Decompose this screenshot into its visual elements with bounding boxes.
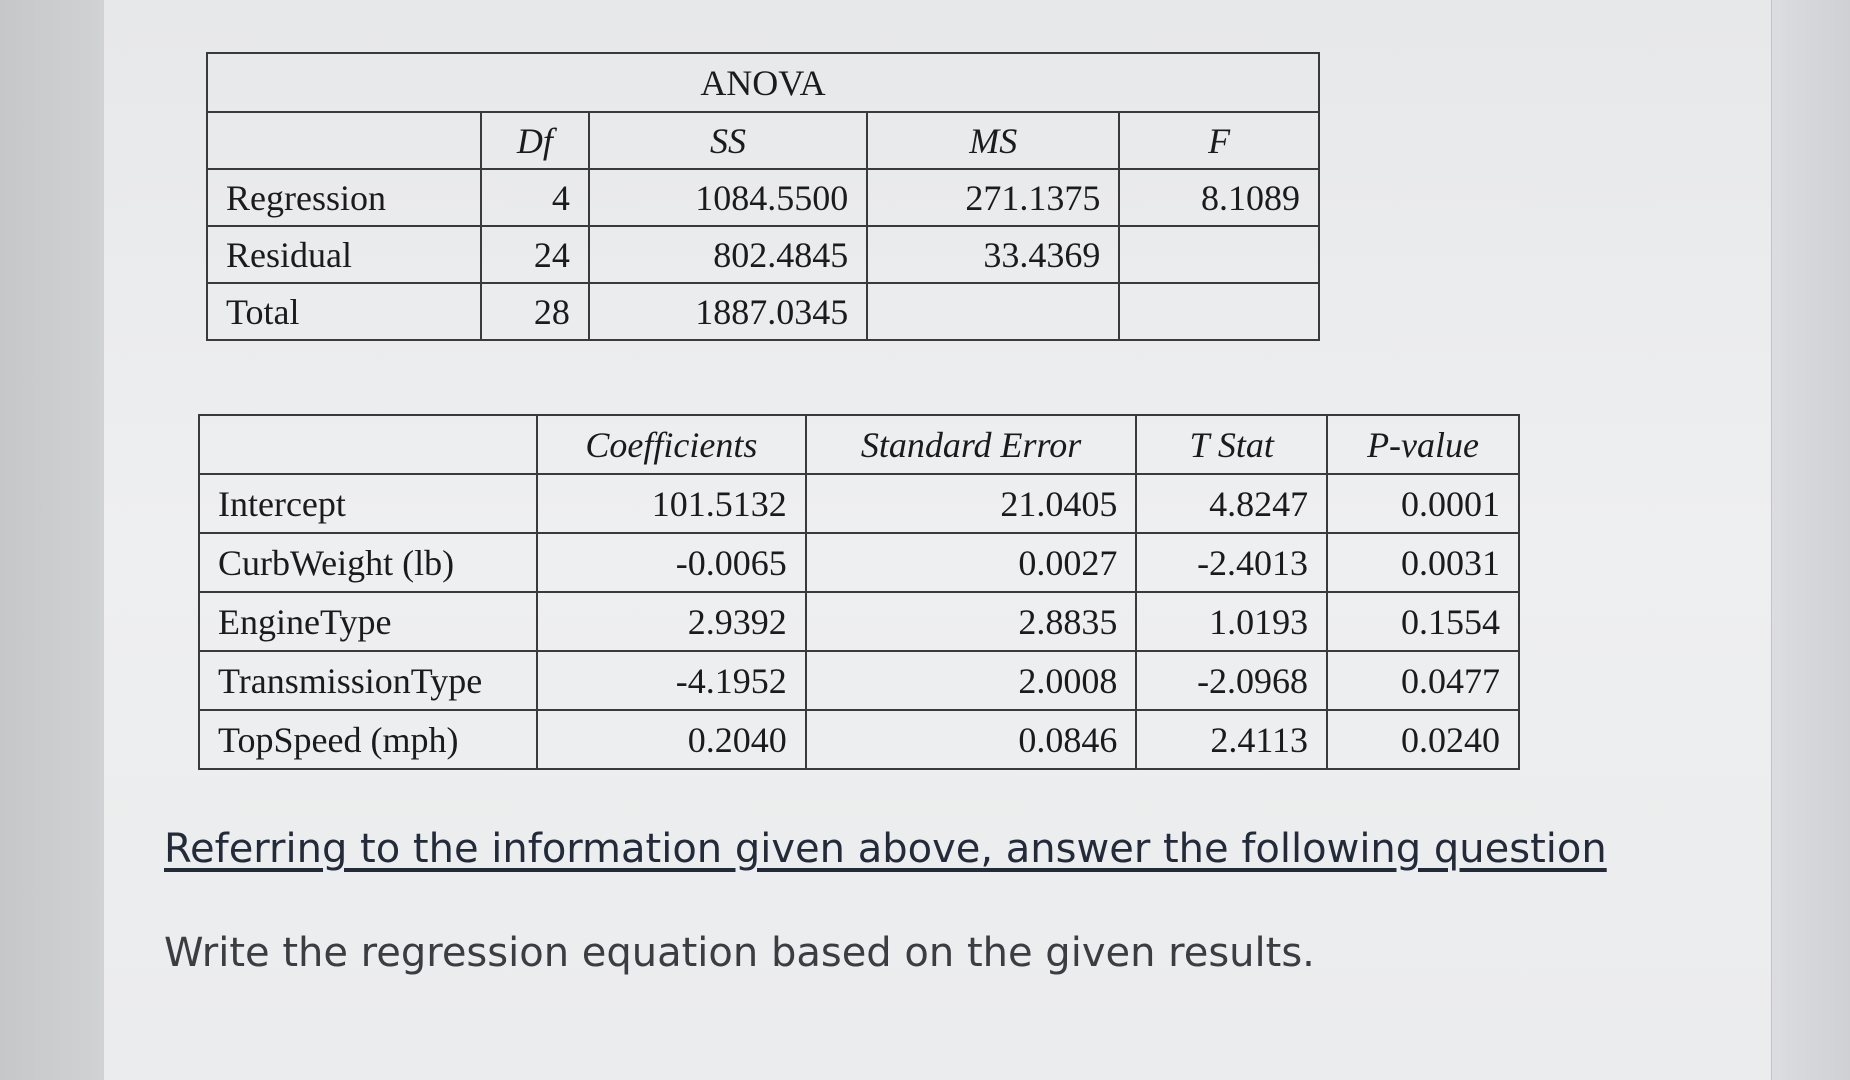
coefficient-cell: 101.5132 <box>536 473 807 534</box>
df-cell: 28 <box>480 282 590 341</box>
anova-header-ms: MS <box>866 111 1121 170</box>
coefficient-cell: 2.9392 <box>536 591 807 652</box>
t-stat-cell: -2.4013 <box>1135 532 1329 593</box>
table-row: CurbWeight (lb) -0.0065 0.0027 -2.4013 0… <box>198 532 1520 593</box>
ms-cell: 33.4369 <box>866 225 1121 284</box>
p-value-cell: 0.0001 <box>1326 473 1520 534</box>
coefficient-cell: 0.2040 <box>536 709 807 770</box>
table-row: EngineType 2.9392 2.8835 1.0193 0.1554 <box>198 591 1520 652</box>
ms-cell <box>866 282 1121 341</box>
anova-header-row: Df SS MS F <box>206 111 1320 170</box>
p-value-cell: 0.0031 <box>1326 532 1520 593</box>
row-label: Total <box>206 282 482 341</box>
ss-cell: 802.4845 <box>587 225 869 284</box>
coef-header-standard-error: Standard Error <box>804 414 1138 475</box>
monitor-left-edge <box>0 0 123 1080</box>
table-row: TransmissionType -4.1952 2.0008 -2.0968 … <box>198 650 1520 711</box>
ss-cell: 1887.0345 <box>587 282 869 341</box>
t-stat-cell: 4.8247 <box>1135 473 1329 534</box>
coefficients-header-row: Coefficients Standard Error T Stat P-val… <box>198 414 1520 475</box>
anova-title: ANOVA <box>206 52 1320 113</box>
variable-label: CurbWeight (lb) <box>198 532 538 593</box>
ms-cell: 271.1375 <box>866 168 1121 227</box>
coef-header-empty <box>198 414 538 475</box>
anova-header-empty <box>206 111 482 170</box>
variable-label: EngineType <box>198 591 538 652</box>
std-error-cell: 21.0405 <box>804 473 1138 534</box>
variable-label: TransmissionType <box>198 650 538 711</box>
coefficient-cell: -0.0065 <box>536 532 807 593</box>
coef-header-t-stat: T Stat <box>1135 414 1329 475</box>
anova-table: ANOVA Df SS MS F Regression 4 1084.5500 … <box>206 52 1320 341</box>
monitor-right-edge <box>1771 0 1850 1080</box>
p-value-cell: 0.0240 <box>1326 709 1520 770</box>
std-error-cell: 2.0008 <box>804 650 1138 711</box>
p-value-cell: 0.1554 <box>1326 591 1520 652</box>
df-cell: 24 <box>480 225 590 284</box>
anova-header-f: F <box>1118 111 1320 170</box>
ss-cell: 1084.5500 <box>587 168 869 227</box>
df-cell: 4 <box>480 168 590 227</box>
t-stat-cell: -2.0968 <box>1135 650 1329 711</box>
variable-label: TopSpeed (mph) <box>198 709 538 770</box>
row-label: Residual <box>206 225 482 284</box>
t-stat-cell: 2.4113 <box>1135 709 1329 770</box>
f-cell: 8.1089 <box>1118 168 1320 227</box>
table-row: Intercept 101.5132 21.0405 4.8247 0.0001 <box>198 473 1520 534</box>
std-error-cell: 0.0027 <box>804 532 1138 593</box>
question-heading: Referring to the information given above… <box>164 826 1607 872</box>
std-error-cell: 0.0846 <box>804 709 1138 770</box>
f-cell <box>1118 282 1320 341</box>
table-row: TopSpeed (mph) 0.2040 0.0846 2.4113 0.02… <box>198 709 1520 770</box>
t-stat-cell: 1.0193 <box>1135 591 1329 652</box>
anova-header-df: Df <box>480 111 590 170</box>
question-instruction: Write the regression equation based on t… <box>164 930 1315 976</box>
anova-header-ss: SS <box>587 111 869 170</box>
coef-header-coefficients: Coefficients <box>536 414 807 475</box>
f-cell <box>1118 225 1320 284</box>
variable-label: Intercept <box>198 473 538 534</box>
coefficients-table: Coefficients Standard Error T Stat P-val… <box>198 414 1520 770</box>
table-row: Residual 24 802.4845 33.4369 <box>206 225 1320 284</box>
anova-title-row: ANOVA <box>206 52 1320 113</box>
table-row: Regression 4 1084.5500 271.1375 8.1089 <box>206 168 1320 227</box>
p-value-cell: 0.0477 <box>1326 650 1520 711</box>
std-error-cell: 2.8835 <box>804 591 1138 652</box>
table-row: Total 28 1887.0345 <box>206 282 1320 341</box>
coefficient-cell: -4.1952 <box>536 650 807 711</box>
coef-header-p-value: P-value <box>1326 414 1520 475</box>
row-label: Regression <box>206 168 482 227</box>
